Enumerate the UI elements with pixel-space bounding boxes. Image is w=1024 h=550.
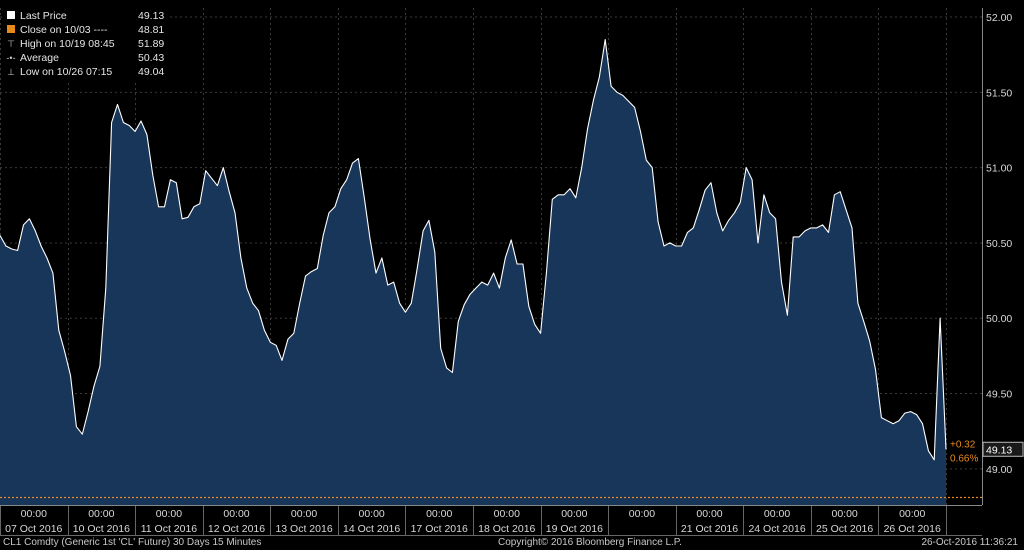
legend-value: 48.81: [138, 24, 165, 36]
y-tick-label: 50.50: [986, 238, 1012, 250]
x-time-label: 00:00: [561, 508, 587, 520]
legend-label: Low on 10/26 07:15: [20, 66, 113, 78]
x-time-label: 00:00: [426, 508, 452, 520]
price-area-layer: [0, 39, 946, 505]
x-time-label: 00:00: [223, 508, 249, 520]
x-time-label: 00:00: [494, 508, 520, 520]
x-time-label: 00:00: [359, 508, 385, 520]
change-abs-label: +0.32: [950, 439, 976, 450]
legend-value: 51.89: [138, 38, 165, 50]
price-line: [0, 39, 947, 461]
change-pct-label: 0.66%: [950, 453, 978, 464]
legend-row-average: -•- Average 50.43: [6, 51, 164, 65]
x-date-label: 11 Oct 2016: [141, 523, 198, 535]
legend-row-close: Close on 10/03 ---- 48.81: [6, 23, 164, 37]
x-date-label: 25 Oct 2016: [816, 523, 873, 535]
timestamp: 26-Oct-2016 11:36:21: [921, 537, 1018, 548]
last-price-label: 49.13: [986, 444, 1012, 456]
x-date-label: 26 Oct 2016: [884, 523, 941, 535]
square-white-icon: [6, 9, 16, 23]
y-tick-label: 52.00: [986, 12, 1012, 24]
low-marker-icon: ⊥: [7, 67, 15, 77]
y-tick-label: 49.50: [986, 389, 1012, 401]
x-time-label: 00:00: [899, 508, 925, 520]
security-description: CL1 Comdty (Generic 1st 'CL' Future) 30 …: [3, 537, 262, 548]
x-date-label: 24 Oct 2016: [748, 523, 805, 535]
x-time-label: 00:00: [21, 508, 47, 520]
legend-value: 49.04: [138, 66, 165, 78]
footer: CL1 Comdty (Generic 1st 'CL' Future) 30 …: [0, 536, 1024, 550]
axes: [0, 8, 983, 536]
x-date-label: 14 Oct 2016: [343, 523, 400, 535]
legend-label: Average: [20, 52, 59, 64]
legend-label: Last Price: [20, 10, 67, 22]
y-tick-label: 51.50: [986, 87, 1012, 99]
x-date-label: 07 Oct 2016: [5, 523, 62, 535]
x-time-label: 00:00: [88, 508, 114, 520]
x-time-label: 00:00: [629, 508, 655, 520]
square-orange-icon: [6, 23, 16, 37]
x-date-label: 21 Oct 2016: [681, 523, 738, 535]
legend-row-high: ⊤ High on 10/19 08:45 51.89: [6, 37, 164, 51]
legend-value: 49.13: [138, 10, 165, 22]
price-chart: 52.00 51.50 51.00 50.50 50.00 49.50 49.00 00:00…: [0, 8, 1024, 536]
average-marker-icon: -•-: [6, 53, 16, 63]
high-marker-icon: ⊤: [7, 39, 15, 49]
axis-labels: 52.00 51.50 51.00 50.50 50.00 49.50 49.00 00:00…: [5, 12, 1024, 535]
x-date-label: 12 Oct 2016: [208, 523, 265, 535]
x-time-label: 00:00: [291, 508, 317, 520]
legend-label: High on 10/19 08:45: [20, 38, 115, 50]
last-price-tag: [982, 441, 1024, 457]
legend-value: 50.43: [138, 52, 165, 64]
legend-row-last-price: Last Price 49.13: [6, 9, 164, 23]
x-time-label: 00:00: [832, 508, 858, 520]
x-date-label: 18 Oct 2016: [478, 523, 535, 535]
x-time-label: 00:00: [764, 508, 790, 520]
legend-row-low: ⊥ Low on 10/26 07:15 49.04: [6, 65, 164, 79]
price-line-layer: [0, 39, 947, 461]
x-time-label: 00:00: [156, 508, 182, 520]
legend: Last Price 49.13 Close on 10/03 ---- 48.…: [4, 8, 169, 81]
y-tick-label: 50.00: [986, 313, 1012, 325]
y-tick-label: 51.00: [986, 163, 1012, 175]
x-date-label: 17 Oct 2016: [411, 523, 468, 535]
legend-label: Close on 10/03 ----: [20, 24, 108, 36]
y-tick-label: 49.00: [986, 464, 1012, 476]
x-time-label: 00:00: [696, 508, 722, 520]
x-date-label: 10 Oct 2016: [73, 523, 130, 535]
x-date-label: 19 Oct 2016: [546, 523, 603, 535]
x-date-label: 13 Oct 2016: [275, 523, 332, 535]
price-area: [0, 39, 946, 505]
copyright-notice: Copyright© 2016 Bloomberg Finance L.P.: [498, 537, 682, 548]
